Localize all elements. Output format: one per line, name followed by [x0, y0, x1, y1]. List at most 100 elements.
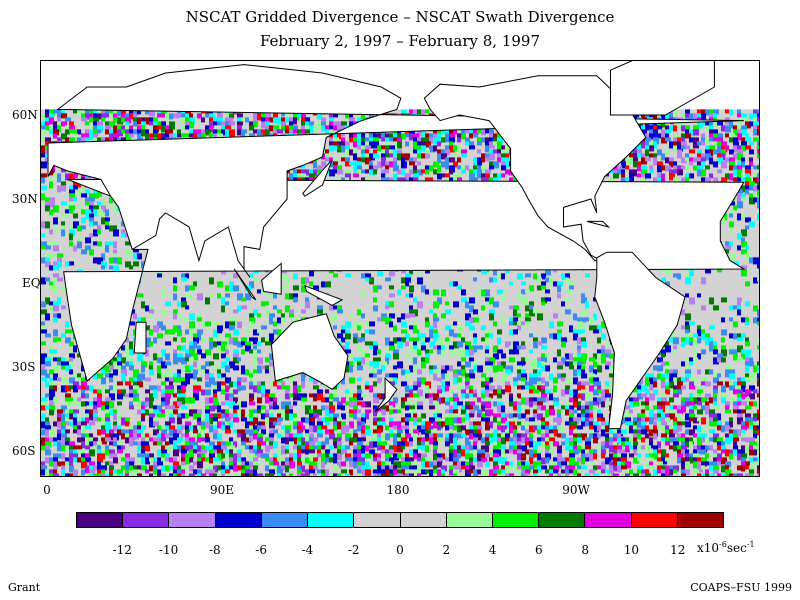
divergence-cell: [49, 209, 53, 216]
divergence-cell: [73, 245, 77, 252]
divergence-cell: [185, 357, 190, 362]
divergence-cell: [265, 309, 269, 317]
divergence-cell: [177, 397, 181, 403]
divergence-cell: [697, 385, 701, 392]
divergence-cell: [293, 317, 299, 322]
divergence-cell: [225, 337, 230, 345]
divergence-cell: [577, 321, 583, 329]
divergence-cell: [505, 161, 509, 168]
divergence-cell: [245, 369, 251, 376]
divergence-cell: [581, 341, 587, 348]
divergence-cell: [401, 321, 407, 328]
divergence-cell: [145, 109, 151, 115]
divergence-cell: [89, 113, 95, 118]
divergence-cell: [389, 145, 395, 152]
divergence-cell: [97, 229, 101, 235]
divergence-cell: [709, 297, 714, 305]
divergence-cell: [213, 129, 219, 137]
divergence-cell: [597, 389, 603, 394]
divergence-cell: [325, 389, 329, 394]
divergence-cell: [217, 121, 222, 126]
divergence-cell: [185, 349, 191, 354]
divergence-cell: [741, 137, 746, 143]
divergence-cell: [105, 241, 109, 249]
divergence-cell: [337, 309, 343, 314]
divergence-cell: [109, 225, 113, 232]
divergence-cell: [645, 149, 649, 157]
divergence-cell: [61, 109, 65, 115]
divergence-cell: [733, 305, 738, 310]
divergence-cell: [125, 349, 130, 354]
divergence-cell: [129, 357, 134, 362]
divergence-cell: [325, 153, 330, 158]
divergence-cell: [265, 301, 269, 306]
divergence-cell: [289, 125, 294, 131]
divergence-cell: [301, 113, 306, 120]
divergence-cell: [397, 153, 401, 161]
divergence-cell: [373, 285, 378, 293]
divergence-cell: [721, 337, 725, 343]
divergence-cell: [505, 269, 510, 274]
divergence-cell: [73, 133, 78, 140]
divergence-cell: [217, 345, 223, 353]
divergence-cell: [753, 113, 757, 119]
divergence-cell: [661, 393, 666, 401]
divergence-cell: [97, 241, 102, 247]
divergence-cell: [489, 277, 495, 283]
divergence-cell: [757, 181, 759, 188]
divergence-cell: [425, 337, 430, 343]
divergence-cell: [401, 177, 406, 182]
divergence-cell: [93, 113, 98, 120]
divergence-cell: [441, 129, 447, 137]
divergence-cell: [473, 157, 477, 162]
divergence-cell: [665, 373, 671, 379]
divergence-cell: [733, 153, 738, 160]
divergence-cell: [441, 385, 446, 393]
divergence-cell: [421, 109, 425, 117]
divergence-cell: [157, 365, 161, 372]
divergence-cell: [713, 149, 718, 155]
divergence-cell: [433, 289, 439, 296]
divergence-cell: [561, 273, 566, 280]
divergence-cell: [469, 325, 475, 331]
divergence-cell: [469, 385, 473, 390]
divergence-cell: [433, 145, 437, 152]
divergence-cell: [81, 249, 87, 255]
divergence-cell: [669, 173, 675, 181]
divergence-cell: [161, 389, 166, 394]
divergence-cell: [477, 173, 482, 179]
divergence-cell: [545, 353, 549, 358]
divergence-cell: [373, 297, 377, 303]
divergence-cell: [409, 305, 413, 311]
divergence-cell: [697, 293, 701, 298]
divergence-cell: [653, 121, 657, 128]
divergence-cell: [53, 317, 58, 323]
divergence-cell: [449, 365, 453, 372]
divergence-cell: [729, 133, 735, 138]
divergence-cell: [429, 329, 434, 336]
divergence-cell: [433, 365, 437, 370]
divergence-cell: [689, 385, 695, 390]
divergence-cell: [421, 361, 426, 369]
divergence-cell: [721, 213, 727, 221]
divergence-cell: [357, 169, 361, 175]
divergence-cell: [401, 269, 406, 274]
divergence-cell: [577, 357, 582, 365]
divergence-cell: [81, 389, 85, 395]
divergence-cell: [729, 241, 733, 247]
divergence-cell: [745, 225, 749, 230]
divergence-cell: [225, 385, 230, 393]
divergence-cell: [745, 301, 750, 307]
divergence-cell: [237, 381, 241, 386]
divergence-cell: [269, 337, 273, 345]
divergence-cell: [529, 305, 533, 312]
divergence-cell: [749, 393, 755, 400]
divergence-cell: [373, 393, 378, 400]
divergence-cell: [421, 285, 426, 293]
divergence-cell: [65, 117, 71, 122]
divergence-cell: [105, 365, 111, 373]
divergence-cell: [541, 361, 545, 368]
divergence-cell: [481, 377, 487, 385]
divergence-cell: [493, 365, 498, 373]
divergence-cell: [305, 117, 310, 125]
